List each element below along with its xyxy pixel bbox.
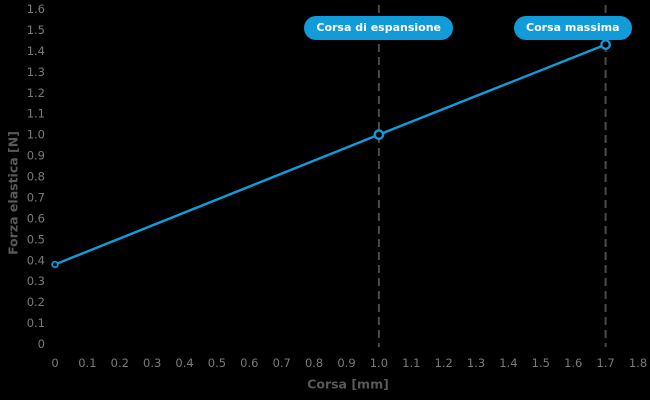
annotation-pill-corsa-massima: Corsa massima	[514, 16, 632, 40]
x-tick-label: 0.4	[175, 356, 193, 370]
x-tick-label: 1.3	[467, 356, 485, 370]
data-point-marker	[51, 260, 59, 269]
x-tick-label: 1.8	[629, 356, 647, 370]
x-tick-label: 0.8	[305, 356, 323, 370]
x-axis-title: Corsa [mm]	[307, 376, 389, 392]
annotation-pill-corsa-di-espansione: Corsa di espansione	[304, 16, 454, 40]
y-tick-label: 1.6	[27, 2, 45, 16]
x-tick-label: 0.1	[78, 356, 96, 370]
x-tick-label: 0.9	[337, 356, 355, 370]
y-tick-label: 1.4	[27, 44, 45, 58]
y-tick-label: 0.5	[27, 232, 45, 246]
y-tick-label: 0.4	[27, 253, 45, 267]
y-tick-label: 1.3	[27, 65, 45, 79]
x-tick-label: 0.7	[273, 356, 291, 370]
y-tick-label: 0	[38, 337, 45, 351]
x-tick-label: 0.6	[240, 356, 258, 370]
y-tick-label: 1.5	[27, 23, 45, 37]
y-axis-title: Forza elastica [N]	[5, 131, 21, 255]
x-tick-label: 0	[51, 356, 58, 370]
x-tick-label: 0.3	[143, 356, 161, 370]
y-tick-label: 1.2	[27, 86, 45, 100]
x-tick-label: 1.1	[402, 356, 420, 370]
x-tick-label: 0.2	[111, 356, 129, 370]
x-tick-label: 1.7	[596, 356, 614, 370]
x-tick-label: 1.2	[435, 356, 453, 370]
y-tick-label: 0.2	[27, 295, 45, 309]
y-tick-label: 0.3	[27, 274, 45, 288]
x-tick-label: 1.4	[499, 356, 517, 370]
y-tick-label: 0.9	[27, 149, 45, 163]
x-tick-label: 1.5	[532, 356, 550, 370]
x-tick-label: 0.5	[208, 356, 226, 370]
data-line	[54, 43, 607, 266]
data-point-marker	[373, 129, 385, 140]
y-tick-label: 0.8	[27, 170, 45, 184]
x-tick-label: 1.6	[564, 356, 582, 370]
y-tick-label: 0.7	[27, 190, 45, 204]
y-tick-label: 1.1	[27, 107, 45, 121]
y-tick-label: 1.0	[27, 128, 45, 142]
y-tick-label: 0.1	[27, 316, 45, 330]
x-tick-label: 1.0	[370, 356, 388, 370]
y-tick-label: 0.6	[27, 211, 45, 225]
data-point-marker	[600, 39, 611, 50]
